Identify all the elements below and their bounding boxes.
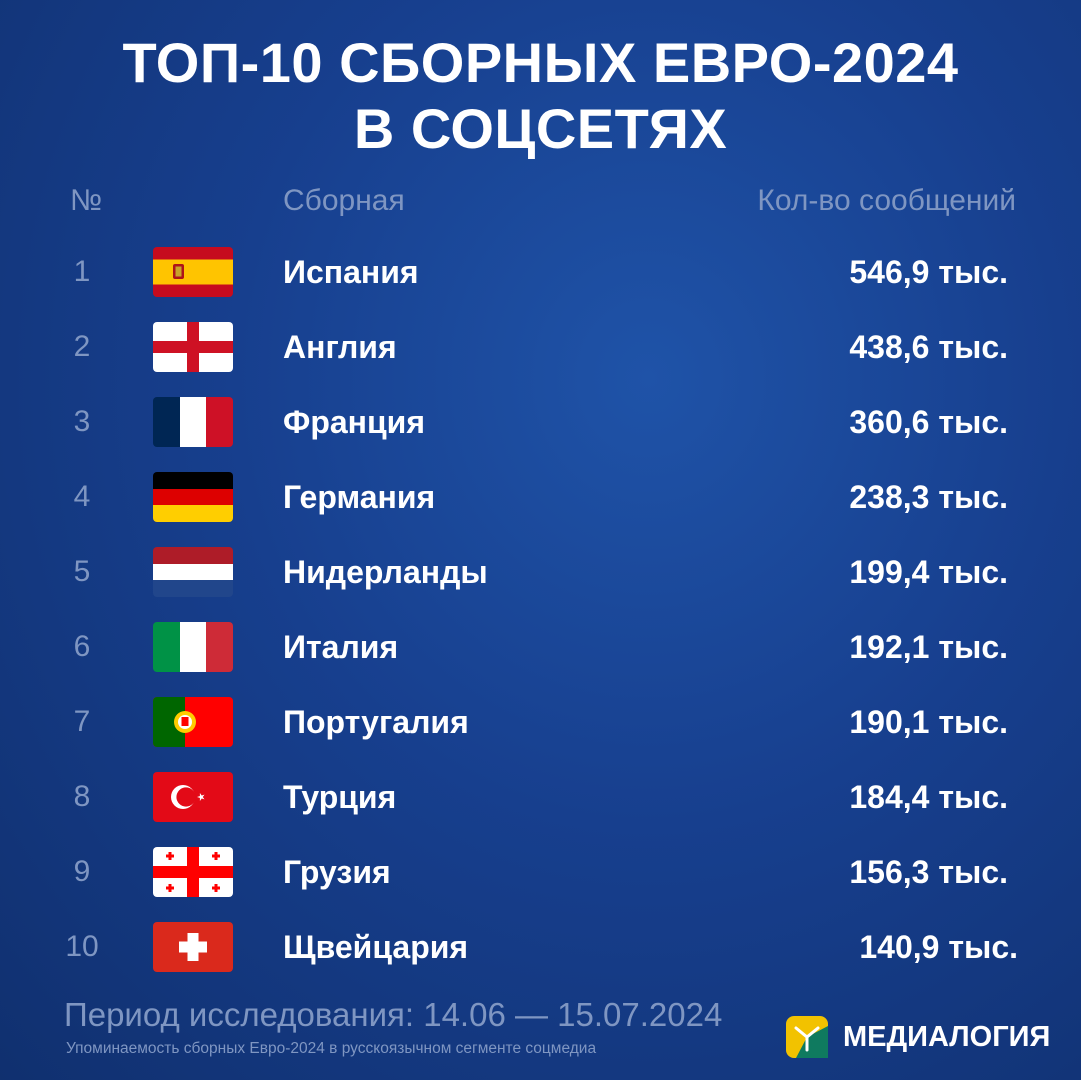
team-name: Италия (283, 629, 399, 665)
rank-number: 10 (65, 930, 99, 963)
brand-name: МЕДИАЛОГИЯ (843, 1021, 1051, 1053)
header-team: Сборная (283, 184, 405, 217)
message-count: 438,6 тыс. (849, 329, 1008, 365)
message-count: 140,9 тыс. (859, 929, 1018, 965)
team-name: Франция (283, 404, 425, 440)
italy-flag-icon (153, 622, 233, 672)
message-count: 199,4 тыс. (849, 554, 1008, 590)
team-name: Испания (283, 254, 419, 290)
rank-number: 1 (73, 255, 91, 288)
research-period: Период исследования: 14.06 — 15.07.2024 (64, 996, 723, 1033)
message-count: 190,1 тыс. (849, 704, 1008, 740)
rank-number: 9 (73, 855, 91, 888)
table-row: 1 Испания 546,9 тыс. (0, 247, 1081, 297)
title-line-2: В СОЦСЕТЯХ (353, 97, 728, 160)
table-row: 9 Грузия 156,3 тыс. (0, 847, 1081, 897)
table-row: 8 Турция 184,4 тыс. (0, 772, 1081, 822)
footnote: Упоминаемость сборных Евро-2024 в русско… (66, 1040, 597, 1057)
table-row: 7 Португалия 190,1 тыс. (0, 697, 1081, 747)
table-row: 2 Англия 438,6 тыс. (0, 322, 1081, 372)
message-count: 156,3 тыс. (849, 854, 1008, 890)
team-name: Нидерланды (283, 554, 488, 590)
page-title: ТОП-10 СБОРНЫХ ЕВРО-2024 В СОЦСЕТЯХ (0, 30, 1081, 162)
medialogia-logo-icon (786, 1016, 828, 1058)
france-flag-icon (153, 397, 233, 447)
table-row: 4 Германия 238,3 тыс. (0, 472, 1081, 522)
header-number: № (70, 184, 103, 217)
germany-flag-icon (153, 472, 233, 522)
message-count: 546,9 тыс. (849, 254, 1008, 290)
rank-number: 7 (73, 705, 91, 738)
team-name: Англия (283, 329, 397, 365)
rank-number: 3 (73, 405, 91, 438)
team-name: Португалия (283, 704, 469, 740)
georgia-flag-icon (153, 847, 233, 897)
table-row: 10 Щвейцария 140,9 тыс. (0, 922, 1081, 972)
table-row: 3 Франция 360,6 тыс. (0, 397, 1081, 447)
message-count: 360,6 тыс. (849, 404, 1008, 440)
team-name: Грузия (283, 854, 391, 890)
message-count: 192,1 тыс. (849, 629, 1008, 665)
team-name: Германия (283, 479, 436, 515)
header-count: Кол-во сообщений (757, 184, 1016, 217)
title-line-1: ТОП-10 СБОРНЫХ ЕВРО-2024 (122, 31, 959, 94)
rank-number: 4 (73, 480, 91, 513)
team-name: Турция (283, 779, 397, 815)
portugal-flag-icon (153, 697, 233, 747)
rank-number: 5 (73, 555, 91, 588)
spain-flag-icon (153, 247, 233, 297)
england-flag-icon (153, 322, 233, 372)
team-name: Щвейцария (283, 929, 469, 965)
rank-number: 2 (73, 330, 91, 363)
turkey-flag-icon (153, 772, 233, 822)
rank-number: 8 (73, 780, 91, 813)
message-count: 184,4 тыс. (849, 779, 1008, 815)
switzerland-flag-icon (153, 922, 233, 972)
message-count: 238,3 тыс. (849, 479, 1008, 515)
rank-number: 6 (73, 630, 91, 663)
netherlands-flag-icon (153, 547, 233, 597)
table-row: 5 Нидерланды 199,4 тыс. (0, 547, 1081, 597)
table-row: 6 Италия 192,1 тыс. (0, 622, 1081, 672)
